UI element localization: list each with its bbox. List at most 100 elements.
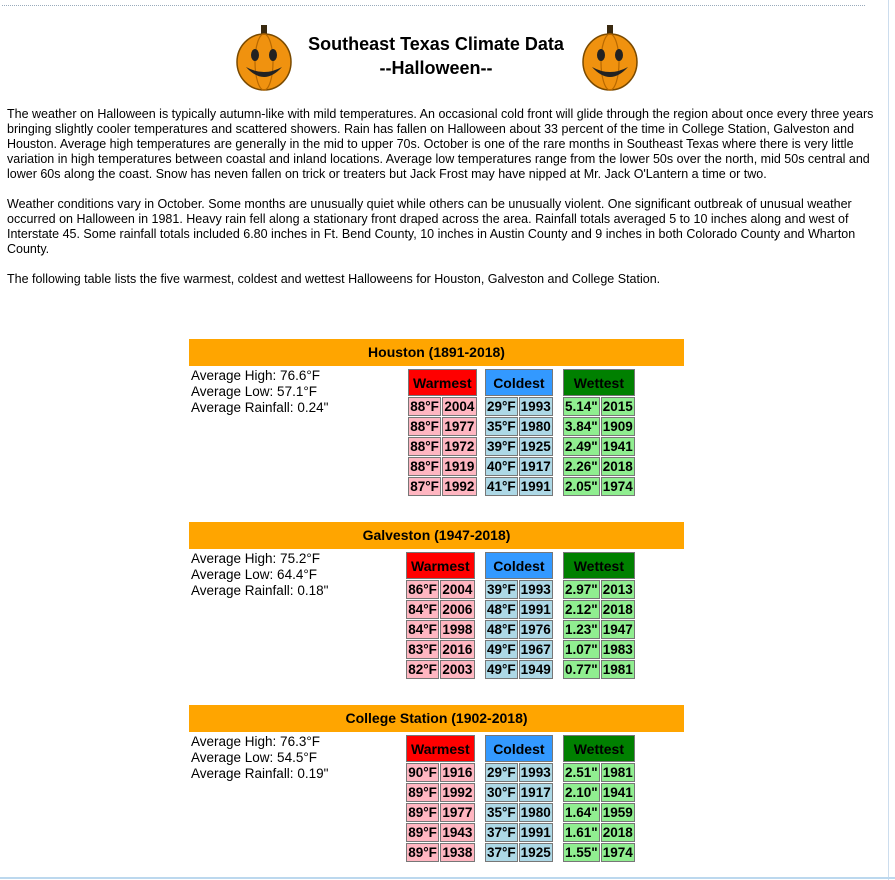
header-row: Wettest (563, 735, 635, 762)
cell: 1916 (440, 763, 475, 782)
cell: 1943 (440, 823, 475, 842)
header-row: Warmest (406, 735, 475, 762)
cell: 1967 (518, 640, 553, 659)
cell: 48°F (485, 600, 518, 619)
record-row: 87°F 1992 (408, 477, 477, 496)
cell: 37°F (485, 843, 518, 862)
cell: 35°F (485, 417, 518, 436)
cell: 2006 (440, 600, 475, 619)
record-row: 37°F 1925 (485, 843, 553, 862)
cell: 1947 (600, 620, 635, 639)
table-heading: Wettest (563, 369, 635, 396)
record-row: 89°F 1992 (406, 783, 475, 802)
paragraph: Weather conditions vary in October. Some… (7, 197, 856, 256)
cell: 89°F (406, 803, 440, 822)
header-row: Warmest (406, 552, 475, 579)
cell: 49°F (485, 660, 518, 679)
cell: 2003 (440, 660, 475, 679)
records-table: Warmest 86°F 2004 84°F 2006 84°F 1998 83°F 2016 8… (405, 551, 476, 680)
record-row: 90°F 1916 (406, 763, 475, 782)
record-row: 88°F 1977 (408, 417, 477, 436)
record-row: 29°F 1993 (485, 763, 553, 782)
cell: 90°F (406, 763, 440, 782)
average-line: Average Low: 54.5°F (191, 750, 317, 765)
cell: 83°F (406, 640, 440, 659)
record-row: 35°F 1980 (485, 417, 553, 436)
station-section: Galveston (1947-2018) Average High: 75.2°… (189, 522, 684, 679)
cell: 39°F (485, 580, 518, 599)
page-title: Southeast Texas Climate Data (308, 34, 564, 54)
cell: 1980 (518, 803, 553, 822)
cell: 89°F (406, 823, 440, 842)
cell: 2.05" (563, 477, 600, 496)
record-row: 49°F 1949 (485, 660, 553, 679)
pumpkin-icon (236, 25, 292, 91)
cell: 1993 (518, 580, 553, 599)
cell: 87°F (408, 477, 442, 496)
cell: 84°F (406, 600, 440, 619)
cell: 1917 (518, 783, 553, 802)
record-row: 1.07" 1983 (563, 640, 635, 659)
table-heading: Warmest (406, 552, 475, 579)
cell: 89°F (406, 783, 440, 802)
cell: 88°F (408, 437, 442, 456)
cell: 86°F (406, 580, 440, 599)
cell: 29°F (485, 763, 518, 782)
record-row: 1.64" 1959 (563, 803, 635, 822)
records-table: Warmest 90°F 1916 89°F 1992 89°F 1977 89°F 1943 8… (405, 734, 476, 863)
cell: 1917 (518, 457, 553, 476)
cell: 30°F (485, 783, 518, 802)
cell: 1981 (600, 763, 635, 782)
cell: 1972 (442, 437, 477, 456)
cell: 1938 (440, 843, 475, 862)
cell: 1992 (442, 477, 477, 496)
records-table: Coldest 29°F 1993 35°F 1980 39°F 1925 40°F 1917 4… (484, 368, 554, 497)
cell: 1.64" (563, 803, 600, 822)
records-table: Warmest 88°F 2004 88°F 1977 88°F 1972 88°F 1919 8… (407, 368, 478, 497)
record-row: 2.05" 1974 (563, 477, 635, 496)
cell: 2.10" (563, 783, 600, 802)
record-row: 88°F 1972 (408, 437, 477, 456)
record-row: 1.61" 2018 (563, 823, 635, 842)
records-table: Coldest 29°F 1993 30°F 1917 35°F 1980 37°F 1991 3… (484, 734, 554, 863)
cell: 1998 (440, 620, 475, 639)
top-rule (2, 5, 865, 6)
record-row: 5.14" 2015 (563, 397, 635, 416)
record-row: 39°F 1993 (485, 580, 553, 599)
record-row: 35°F 1980 (485, 803, 553, 822)
record-row: 29°F 1993 (485, 397, 553, 416)
table-heading: Coldest (485, 369, 553, 396)
record-row: 2.49" 1941 (563, 437, 635, 456)
cell: 84°F (406, 620, 440, 639)
cell: 1976 (518, 620, 553, 639)
record-row: 89°F 1938 (406, 843, 475, 862)
record-row: 48°F 1991 (485, 600, 553, 619)
averages: Average High: 76.3°F Average Low: 54.5°F A… (191, 734, 328, 782)
cell: 2018 (600, 457, 635, 476)
record-row: 88°F 2004 (408, 397, 477, 416)
cell: 2.12" (563, 600, 600, 619)
header-row: Coldest (485, 735, 553, 762)
record-row: 2.10" 1941 (563, 783, 635, 802)
record-row: 89°F 1943 (406, 823, 475, 842)
cell: 1.55" (563, 843, 600, 862)
cell: 1974 (600, 477, 635, 496)
cell: 1949 (518, 660, 553, 679)
cell: 2004 (440, 580, 475, 599)
cell: 1992 (440, 783, 475, 802)
cell: 1993 (518, 763, 553, 782)
record-row: 89°F 1977 (406, 803, 475, 822)
cell: 48°F (485, 620, 518, 639)
record-row: 83°F 2016 (406, 640, 475, 659)
pumpkin-icon (582, 25, 638, 91)
record-row: 39°F 1925 (485, 437, 553, 456)
cell: 1977 (442, 417, 477, 436)
cell: 3.84" (563, 417, 600, 436)
record-row: 2.51" 1981 (563, 763, 635, 782)
cell: 2.97" (563, 580, 600, 599)
cell: 2016 (440, 640, 475, 659)
cell: 2015 (600, 397, 635, 416)
header-row: Coldest (485, 369, 553, 396)
